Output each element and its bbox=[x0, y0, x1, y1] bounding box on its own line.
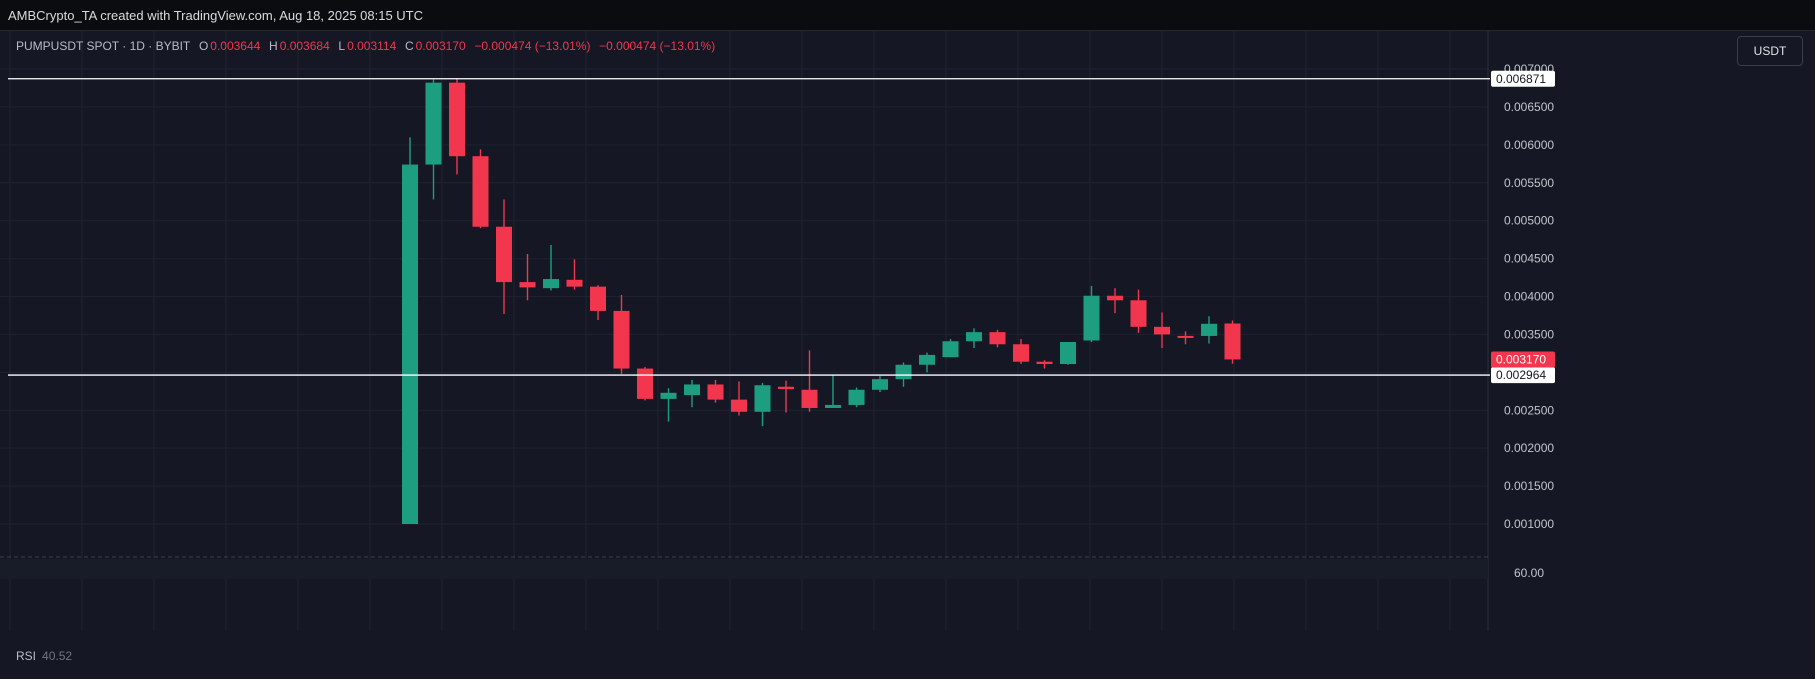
candle-body bbox=[637, 368, 653, 399]
rsi-label: RSI bbox=[16, 649, 37, 663]
price-level-label: 0.006871 bbox=[1496, 72, 1546, 86]
candle-body bbox=[1060, 342, 1076, 364]
y-tick-label: 0.006500 bbox=[1504, 100, 1554, 114]
y-tick-label: 0.001500 bbox=[1504, 479, 1554, 493]
candle-body bbox=[1130, 300, 1147, 327]
open-label: O bbox=[198, 39, 209, 53]
candle-body bbox=[1154, 326, 1170, 335]
candle-body bbox=[919, 354, 935, 365]
y-tick-label: 0.005500 bbox=[1504, 176, 1554, 190]
candle-body bbox=[402, 164, 418, 525]
last-price-label: 0.003170 bbox=[1496, 352, 1546, 366]
price-level-label: 0.002964 bbox=[1496, 368, 1546, 382]
change-value: −0.000474 (−13.01%) bbox=[474, 39, 591, 53]
close-value: 0.003170 bbox=[415, 39, 466, 53]
rsi-pane bbox=[0, 559, 1488, 579]
open-value: 0.003644 bbox=[210, 39, 261, 53]
candle-body bbox=[449, 82, 465, 157]
y-tick-label: 0.003500 bbox=[1504, 327, 1554, 341]
candle-body bbox=[566, 279, 583, 287]
rsi-axis-label: 60.00 bbox=[1514, 566, 1544, 580]
y-tick-label: 0.002500 bbox=[1504, 403, 1554, 417]
candle-body bbox=[590, 286, 606, 311]
candle-body bbox=[660, 392, 677, 399]
price-level-tag bbox=[1491, 70, 1555, 87]
symbol-label: PUMPUSDT SPOT · 1D · BYBIT bbox=[16, 39, 191, 53]
candle-body bbox=[684, 384, 700, 396]
candle-body bbox=[1013, 344, 1029, 362]
last-price-tag bbox=[1491, 351, 1555, 368]
candle-body bbox=[731, 399, 747, 412]
candle-body bbox=[825, 404, 841, 408]
low-label: L bbox=[338, 39, 346, 53]
chart-area[interactable]: 0.007000 0.006500 0.006000 0.005500 0.005000… bbox=[0, 31, 1815, 679]
candle-body bbox=[472, 156, 489, 227]
y-tick-label: 0.006000 bbox=[1504, 138, 1554, 152]
y-tick-label: 0.004000 bbox=[1504, 290, 1554, 304]
candlestick-chart[interactable]: 0.0070000.0065000.0060000.0055000.005000… bbox=[0, 31, 1815, 679]
candle-body bbox=[989, 332, 1006, 345]
candle-body bbox=[613, 310, 630, 369]
candle-body bbox=[543, 279, 559, 289]
candle-body bbox=[872, 379, 888, 390]
low-value: 0.003114 bbox=[347, 39, 397, 53]
candle-body bbox=[895, 364, 912, 380]
candle-body bbox=[519, 282, 536, 288]
symbol-legend: PUMPUSDT SPOT · 1D · BYBIT O 0.003644 H 0.… bbox=[16, 39, 717, 53]
candle-body bbox=[496, 226, 512, 283]
candle-body bbox=[1107, 295, 1123, 301]
attribution-bar: AMBCrypto_TA created with TradingView.co… bbox=[0, 0, 1815, 31]
candle-body bbox=[801, 389, 818, 408]
candle-body bbox=[1177, 335, 1194, 338]
candle-body bbox=[848, 389, 865, 405]
high-value: 0.003684 bbox=[279, 39, 330, 53]
candle-body bbox=[425, 82, 442, 165]
rsi-legend: RSI 40.52 bbox=[16, 649, 72, 663]
price-level-tag bbox=[1491, 367, 1555, 384]
candle-body bbox=[942, 341, 959, 358]
candle-body bbox=[966, 332, 982, 342]
y-tick-label: 0.001000 bbox=[1504, 517, 1554, 531]
close-label: C bbox=[404, 39, 414, 53]
candle-body bbox=[1224, 323, 1241, 360]
candle-body bbox=[1083, 295, 1100, 341]
attribution-text: AMBCrypto_TA created with TradingView.co… bbox=[8, 8, 424, 23]
candle-body bbox=[1201, 323, 1217, 336]
y-tick-label: 0.004500 bbox=[1504, 252, 1554, 266]
change-value-2: −0.000474 (−13.01%) bbox=[599, 39, 716, 53]
y-tick-label: 0.005000 bbox=[1504, 214, 1554, 228]
high-label: H bbox=[269, 39, 278, 53]
currency-button[interactable]: USDT bbox=[1737, 36, 1803, 66]
candle-body bbox=[754, 385, 771, 412]
candle-body bbox=[778, 386, 794, 390]
candle-body bbox=[1036, 361, 1053, 364]
y-tick-label: 0.002000 bbox=[1504, 441, 1554, 455]
rsi-value: 40.52 bbox=[42, 649, 73, 663]
candle-body bbox=[707, 384, 724, 400]
